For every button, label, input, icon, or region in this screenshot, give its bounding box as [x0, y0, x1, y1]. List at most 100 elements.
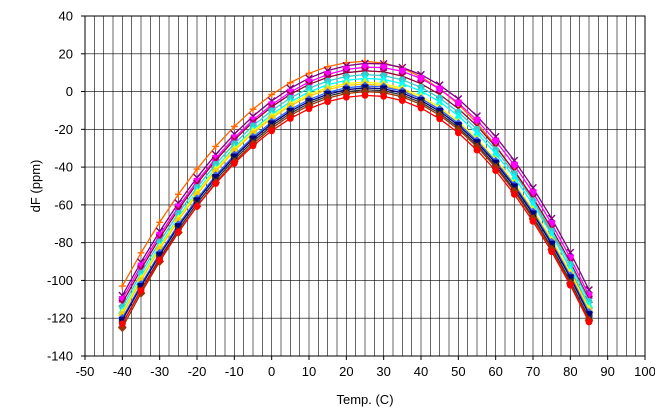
y-tick-label: -60	[54, 197, 73, 212]
data-point	[230, 153, 238, 161]
data-point	[193, 202, 201, 210]
x-tick-label: -10	[225, 364, 244, 379]
data-point	[286, 88, 294, 96]
data-point	[268, 127, 276, 135]
series-line	[121, 62, 590, 296]
data-point	[193, 165, 201, 173]
data-point	[268, 91, 276, 98]
data-point	[510, 183, 518, 191]
x-tick-label: 90	[600, 364, 614, 379]
data-point	[249, 116, 257, 124]
data-point	[305, 105, 313, 113]
data-point	[193, 177, 201, 185]
data-point	[230, 134, 238, 142]
x-tick-label: 20	[339, 364, 353, 379]
data-point	[510, 190, 518, 198]
data-point	[361, 63, 369, 71]
x-tick-label: 10	[302, 364, 316, 379]
series-line	[121, 73, 590, 308]
data-point	[361, 91, 369, 99]
series-line	[121, 87, 590, 321]
data-point	[380, 64, 388, 72]
data-point	[548, 248, 556, 256]
data-point	[491, 149, 501, 158]
data-point	[118, 295, 126, 303]
x-tick-label: 70	[526, 364, 540, 379]
x-tick-label: 100	[634, 364, 655, 379]
x-tick-label: 50	[451, 364, 465, 379]
data-point	[156, 231, 164, 239]
data-point	[286, 79, 294, 87]
data-point	[454, 129, 462, 137]
data-point	[212, 174, 220, 181]
data-point	[436, 85, 444, 93]
series-line	[121, 85, 590, 319]
x-tick-label: 0	[268, 364, 275, 379]
plot-area-border	[84, 15, 646, 357]
grid	[84, 15, 646, 357]
x-tick-label: -40	[113, 364, 132, 379]
series-line	[121, 77, 590, 311]
y-axis-ticks: -140 -120 -100 -80 -60 -40 -20 0 20 40	[47, 9, 85, 364]
data-point	[416, 100, 426, 109]
data-point	[492, 137, 500, 145]
x-tick-label: 60	[488, 364, 502, 379]
x-tick-label: 30	[376, 364, 390, 379]
y-axis-title: dF (ppm)	[28, 160, 43, 213]
data-point	[324, 63, 332, 71]
x-tick-label: -50	[76, 364, 95, 379]
data-point	[212, 143, 220, 150]
y-tick-label: -40	[54, 160, 73, 175]
data-point	[435, 97, 445, 106]
series-line	[121, 89, 590, 325]
y-tick-label: -120	[47, 311, 73, 326]
data-point	[566, 281, 574, 289]
data-point	[416, 86, 426, 95]
x-tick-label: -20	[188, 364, 207, 379]
data-point	[566, 254, 574, 262]
data-point	[324, 98, 332, 106]
data-point	[212, 180, 220, 187]
data-point	[137, 262, 145, 270]
x-tick-label: -30	[150, 364, 169, 379]
x-axis-title: Temp. (C)	[336, 392, 393, 407]
data-point	[473, 116, 481, 124]
data-point	[492, 167, 500, 175]
data-point	[529, 189, 537, 197]
data-point	[286, 115, 294, 122]
data-point	[529, 217, 537, 225]
data-point	[417, 75, 425, 82]
data-point	[230, 123, 238, 130]
data-point	[156, 218, 164, 226]
data-point	[174, 190, 182, 198]
data-point	[453, 111, 463, 120]
data-point	[249, 142, 257, 150]
y-tick-label: -100	[47, 273, 73, 288]
series-13	[118, 91, 593, 328]
x-axis-ticks: -50 -40 -30 -20 -10 0 10 20 30 40 50 60 70 80 90 100	[76, 356, 655, 379]
data-point	[230, 159, 238, 167]
data-point	[566, 274, 574, 282]
data-point	[398, 97, 406, 105]
data-point	[137, 287, 145, 294]
data-point	[137, 249, 145, 257]
data-point	[417, 104, 425, 112]
data-point	[509, 172, 519, 181]
series-3	[118, 63, 593, 303]
data-point	[174, 228, 182, 236]
data-point	[174, 223, 182, 230]
data-point	[156, 251, 164, 259]
x-tick-label: 80	[563, 364, 577, 379]
series-layer	[117, 57, 594, 333]
data-point	[397, 79, 407, 88]
data-point	[529, 210, 537, 218]
series-line	[121, 94, 590, 325]
data-point	[249, 105, 257, 113]
data-point	[212, 154, 220, 162]
data-point	[548, 240, 556, 248]
data-point	[360, 87, 370, 97]
data-point	[585, 292, 593, 299]
data-point	[454, 99, 462, 107]
data-point	[305, 78, 313, 86]
data-point	[249, 135, 257, 143]
